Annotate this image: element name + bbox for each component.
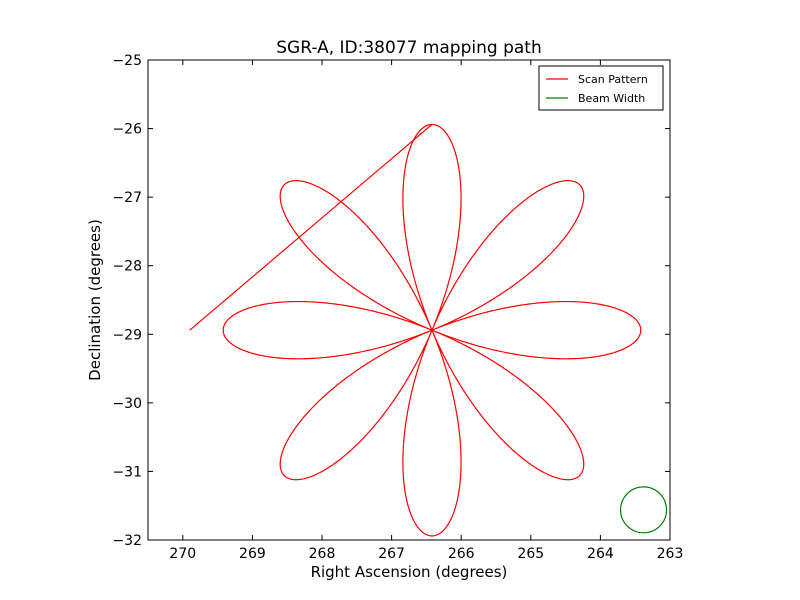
x-axis-label: Right Ascension (degrees)	[311, 563, 508, 581]
y-tick-label: −25	[112, 53, 142, 69]
chart-title: SGR-A, ID:38077 mapping path	[276, 38, 542, 58]
legend-label-scan-pattern: Scan Pattern	[578, 73, 648, 86]
x-tick-label: 268	[309, 546, 336, 562]
x-tick-label: 263	[657, 546, 684, 562]
y-tick-label: −26	[112, 122, 142, 138]
x-tick-label: 265	[517, 546, 544, 562]
y-tick-label: −32	[112, 533, 142, 549]
x-tick-label: 264	[587, 546, 614, 562]
y-axis-ticks: −25 −26 −27 −28 −29 −30 −31 −32	[112, 53, 670, 549]
legend-label-beam-width: Beam Width	[578, 92, 645, 105]
legend-box	[538, 65, 664, 111]
scan-pattern-line	[189, 123, 642, 537]
y-axis-label: Declination (degrees)	[86, 219, 104, 381]
plot-area	[147, 59, 671, 541]
y-tick-label: −30	[112, 396, 142, 412]
plot-frame	[147, 59, 671, 541]
y-tick-label: −27	[112, 190, 142, 206]
x-tick-label: 266	[448, 546, 475, 562]
y-tick-label: −31	[112, 464, 142, 480]
legend: Scan Pattern Beam Width	[538, 65, 664, 111]
x-tick-label: 267	[378, 546, 405, 562]
x-tick-label: 269	[239, 546, 266, 562]
x-tick-label: 270	[169, 546, 196, 562]
y-tick-label: −28	[112, 259, 142, 275]
beam-width-circle	[619, 486, 668, 534]
y-tick-label: −29	[112, 327, 142, 343]
x-axis-ticks: 270 269 268 267 266 265 264 263	[169, 60, 683, 562]
